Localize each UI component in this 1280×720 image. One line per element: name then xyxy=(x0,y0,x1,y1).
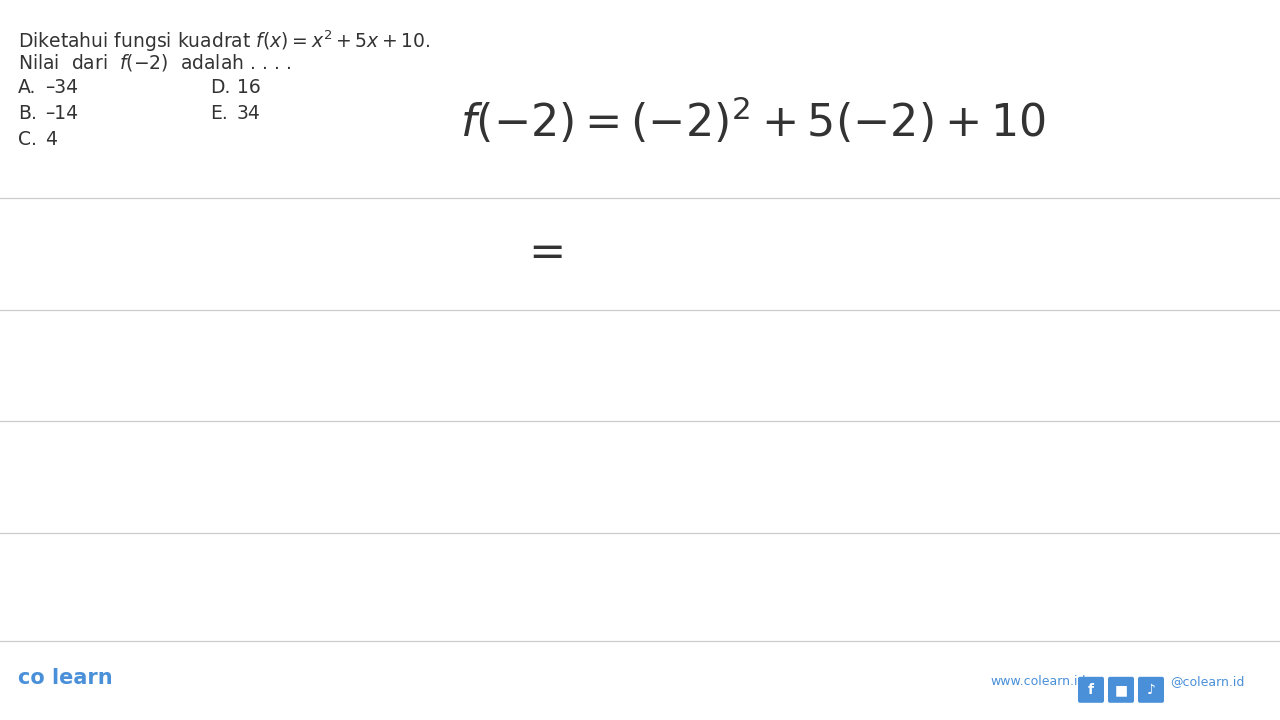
FancyBboxPatch shape xyxy=(1138,677,1164,703)
Text: ♪: ♪ xyxy=(1147,683,1156,697)
Text: E.: E. xyxy=(210,104,228,123)
FancyBboxPatch shape xyxy=(1078,677,1103,703)
Text: C.: C. xyxy=(18,130,37,149)
Text: $f(-2) = (-2)^2 + 5(-2) + 10$: $f(-2) = (-2)^2 + 5(-2) + 10$ xyxy=(460,95,1046,145)
Text: 34: 34 xyxy=(237,104,261,123)
Text: Diketahui fungsi kuadrat $f(x) = x^2 + 5x + 10$.: Diketahui fungsi kuadrat $f(x) = x^2 + 5… xyxy=(18,28,430,53)
Text: $=$: $=$ xyxy=(520,230,563,273)
Text: A.: A. xyxy=(18,78,36,97)
Text: –34: –34 xyxy=(45,78,78,97)
FancyBboxPatch shape xyxy=(1108,677,1134,703)
Text: –14: –14 xyxy=(45,104,78,123)
Text: ■: ■ xyxy=(1115,683,1128,697)
Text: co learn: co learn xyxy=(18,667,113,688)
Text: @colearn.id: @colearn.id xyxy=(1170,675,1244,688)
Text: B.: B. xyxy=(18,104,37,123)
Text: 16: 16 xyxy=(237,78,261,97)
Text: f: f xyxy=(1088,683,1094,697)
Text: Nilai  dari  $f(-2)$  adalah . . . .: Nilai dari $f(-2)$ adalah . . . . xyxy=(18,52,291,73)
Text: 4: 4 xyxy=(45,130,58,149)
Text: www.colearn.id: www.colearn.id xyxy=(989,675,1085,688)
Text: D.: D. xyxy=(210,78,230,97)
